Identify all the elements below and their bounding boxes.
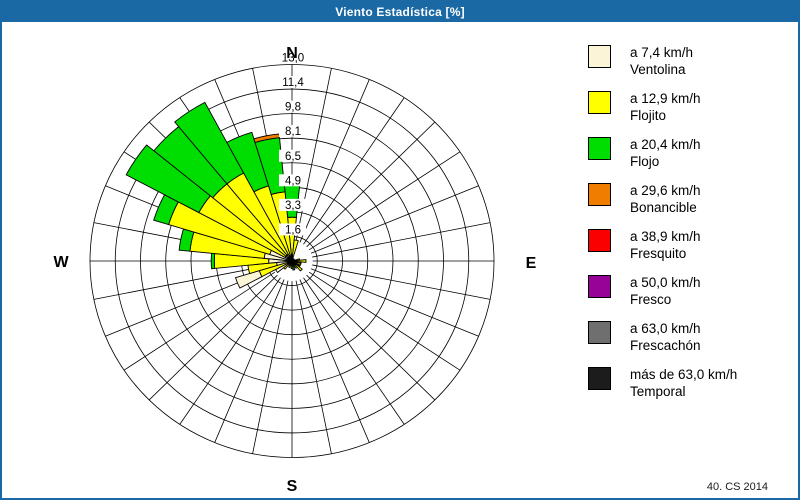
legend-speed-label: a 29,6 km/h	[630, 183, 701, 198]
legend-color-swatch	[588, 137, 611, 160]
wind-petal-segment	[290, 260, 294, 270]
legend-speed-label: a 50,0 km/h	[630, 275, 701, 290]
ring-value-label: 6,5	[285, 151, 301, 163]
legend-speed-label: a 20,4 km/h	[630, 137, 701, 152]
ring-value-label: 13,0	[282, 53, 304, 65]
wind-speed-legend: a 7,4 km/h Ventolina a 12,9 km/h Flojito a 2…	[588, 45, 737, 413]
legend-color-swatch	[588, 45, 611, 68]
ring-value-label: 3,3	[285, 200, 301, 212]
wind-petal-segment	[234, 270, 263, 289]
legend-row: a 7,4 km/h Ventolina	[588, 45, 737, 78]
ring-value-label: 1,6	[285, 224, 301, 236]
legend-row: más de 63,0 km/h Temporal	[588, 367, 737, 400]
grid-spoke	[303, 277, 405, 425]
grid-spoke	[93, 264, 272, 300]
grid-spoke	[312, 222, 491, 258]
ring-value-label: 8,1	[285, 126, 301, 138]
grid-spoke	[303, 97, 405, 245]
legend-color-swatch	[588, 183, 611, 206]
grid-spoke	[252, 280, 289, 454]
chart-area: 1,6 3,3 4,9 6,5 8,1 9,8 11,4 13,0 N S W E a 7,4 km/…	[2, 22, 798, 498]
legend-row: a 12,9 km/h Flojito	[588, 91, 737, 124]
legend-category-label: Fresco	[630, 291, 672, 307]
legend-speed-label: a 38,9 km/h	[630, 229, 701, 244]
grid-spoke	[299, 279, 370, 443]
grid-spoke	[308, 271, 461, 371]
ring-label-backing	[279, 223, 306, 236]
cardinal-label-south: S	[287, 478, 298, 495]
wind-rose-svg: 1,6 3,3 4,9 6,5 8,1 9,8 11,4 13,0N S W E	[53, 45, 537, 495]
grid-spoke	[306, 121, 436, 248]
wind-petal-segment	[174, 101, 245, 185]
legend-category-label: Flojito	[630, 107, 667, 123]
wind-petal-segment	[226, 131, 270, 193]
legend-row: a 50,0 km/h Fresco	[588, 275, 737, 308]
cardinal-label-north: N	[286, 45, 298, 62]
legend-category-label: Bonancible	[630, 199, 697, 215]
grid-spoke	[179, 277, 281, 425]
cardinal-label-west: W	[53, 254, 69, 271]
grid-spoke	[148, 274, 278, 401]
ring-label-backing	[279, 125, 306, 138]
legend-speed-label: a 63,0 km/h	[630, 321, 701, 336]
grid-spoke	[123, 271, 276, 371]
window-title: Viento Estadística [%]	[335, 5, 465, 19]
grid-spoke	[310, 268, 479, 337]
legend-row: a 63,0 km/h Frescachón	[588, 321, 737, 354]
cardinal-label-east: E	[526, 255, 537, 272]
legend-speed-label: más de 63,0 km/h	[630, 367, 738, 382]
ring-label-backing	[279, 149, 306, 162]
legend-category-label: Temporal	[630, 383, 686, 399]
grid-spoke	[295, 68, 332, 242]
legend-color-swatch	[588, 91, 611, 114]
legend-speed-label: a 12,9 km/h	[630, 91, 701, 106]
legend-category-label: Frescachón	[630, 337, 701, 353]
legend-category-label: Flojo	[630, 153, 660, 169]
ring-label-backing	[279, 198, 306, 211]
wind-petal-segment	[291, 259, 307, 263]
ring-value-label: 9,8	[285, 102, 301, 114]
ring-value-label: 4,9	[285, 175, 301, 187]
legend-color-swatch	[588, 321, 611, 344]
legend-row: a 38,9 km/h Fresquito	[588, 229, 737, 262]
ring-label-backing	[279, 51, 306, 64]
grid-spoke	[312, 264, 491, 300]
title-bar: Viento Estadística [%]	[2, 2, 798, 22]
legend-color-swatch	[588, 367, 611, 390]
center-cluster	[288, 257, 296, 265]
grid-spoke	[310, 185, 479, 254]
footer-credit: 40. CS 2014	[706, 481, 768, 493]
ring-label-backing	[279, 100, 306, 113]
legend-color-swatch	[588, 229, 611, 252]
legend-row: a 29,6 km/h Bonancible	[588, 183, 737, 216]
legend-category-label: Ventolina	[630, 61, 686, 77]
ring-label-backing	[279, 174, 306, 187]
grid-spoke	[306, 274, 436, 401]
ring-value-label: 11,4	[282, 77, 304, 89]
ring-label-backing	[279, 76, 306, 89]
grid-spoke	[295, 280, 332, 454]
grid-spoke	[308, 151, 461, 251]
wind-petal-segment	[125, 144, 211, 214]
legend-row: a 20,4 km/h Flojo	[588, 137, 737, 170]
wind-petal-segment	[210, 252, 216, 270]
legend-category-label: Fresquito	[630, 245, 687, 261]
grid-spoke	[214, 279, 285, 443]
legend-speed-label: a 7,4 km/h	[630, 45, 694, 60]
grid-spoke	[299, 79, 370, 243]
wind-petal-segment	[291, 239, 299, 262]
legend-color-swatch	[588, 275, 611, 298]
